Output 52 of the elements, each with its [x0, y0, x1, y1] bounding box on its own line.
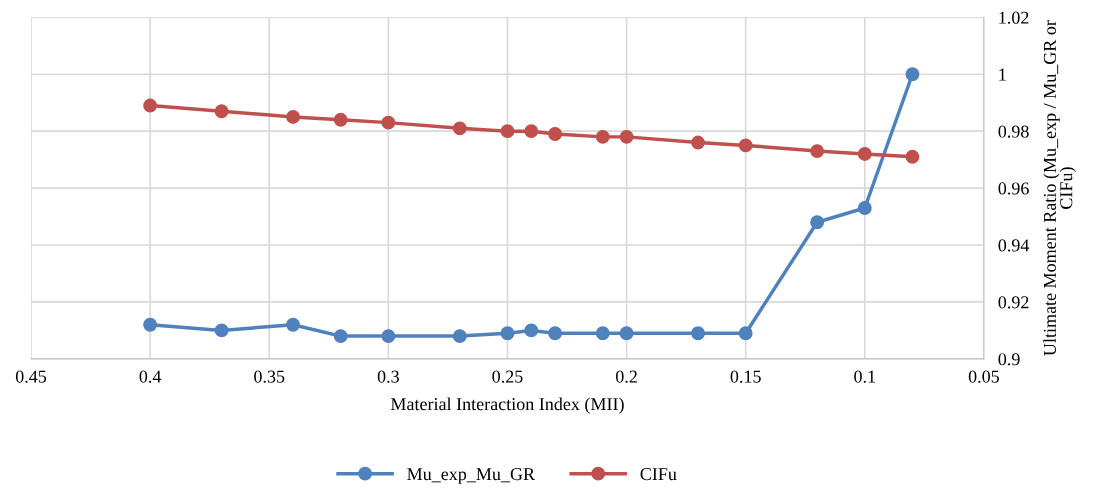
point	[286, 109, 301, 124]
point	[738, 326, 753, 341]
point	[905, 149, 920, 164]
y-tick-label: 0.92	[998, 296, 1029, 309]
point	[738, 138, 753, 153]
point	[333, 112, 348, 127]
point	[143, 317, 158, 332]
x-tick-label: 0.1	[854, 370, 875, 383]
point	[810, 215, 825, 230]
point	[548, 326, 563, 341]
x-tick-label: 0.2	[615, 370, 637, 383]
legend-label: CIFu	[640, 468, 677, 481]
point	[214, 323, 229, 338]
point	[214, 104, 229, 119]
point	[810, 144, 825, 159]
y-tick-label: 0.96	[998, 182, 1029, 195]
x-tick-label: 0.35	[254, 370, 285, 383]
point	[381, 115, 396, 130]
point	[691, 135, 705, 150]
y-tick-label: 1.02	[999, 11, 1029, 24]
point	[524, 124, 539, 139]
y-tick-label: 1	[999, 68, 1006, 81]
point	[333, 329, 348, 344]
point	[286, 317, 301, 332]
point	[595, 129, 610, 144]
y-tick-label: 0.9	[998, 353, 1020, 366]
y-tick-label: 0.94	[998, 239, 1030, 252]
x-tick-label: 0.15	[730, 370, 761, 383]
x-tick-label: 0.4	[139, 370, 162, 383]
point	[524, 323, 539, 338]
x-tick-label: 0.25	[492, 370, 523, 383]
point	[691, 326, 705, 341]
x-axis-title: Material Interaction Index (MII)	[390, 397, 624, 414]
point	[619, 326, 634, 341]
point	[548, 127, 563, 141]
point	[857, 201, 872, 215]
point	[500, 326, 515, 341]
point	[500, 124, 515, 139]
x-tick-label: 0.05	[968, 370, 999, 383]
point	[595, 326, 610, 341]
point	[452, 121, 467, 136]
x-tick-label: 0.3	[377, 370, 399, 383]
point	[381, 329, 396, 344]
point	[905, 67, 920, 82]
x-tick-label: 0.45	[15, 370, 47, 383]
y-axis-title: Ultimate Moment Ratio (Mu_exp / Mu_GR or CIFu)	[1043, 20, 1077, 356]
point	[452, 329, 467, 344]
y-tick-label: 0.98	[998, 125, 1029, 138]
legend-label: Mu_exp_Mu_GR	[407, 468, 536, 484]
point	[619, 129, 634, 144]
point	[143, 98, 158, 113]
point	[857, 146, 872, 161]
